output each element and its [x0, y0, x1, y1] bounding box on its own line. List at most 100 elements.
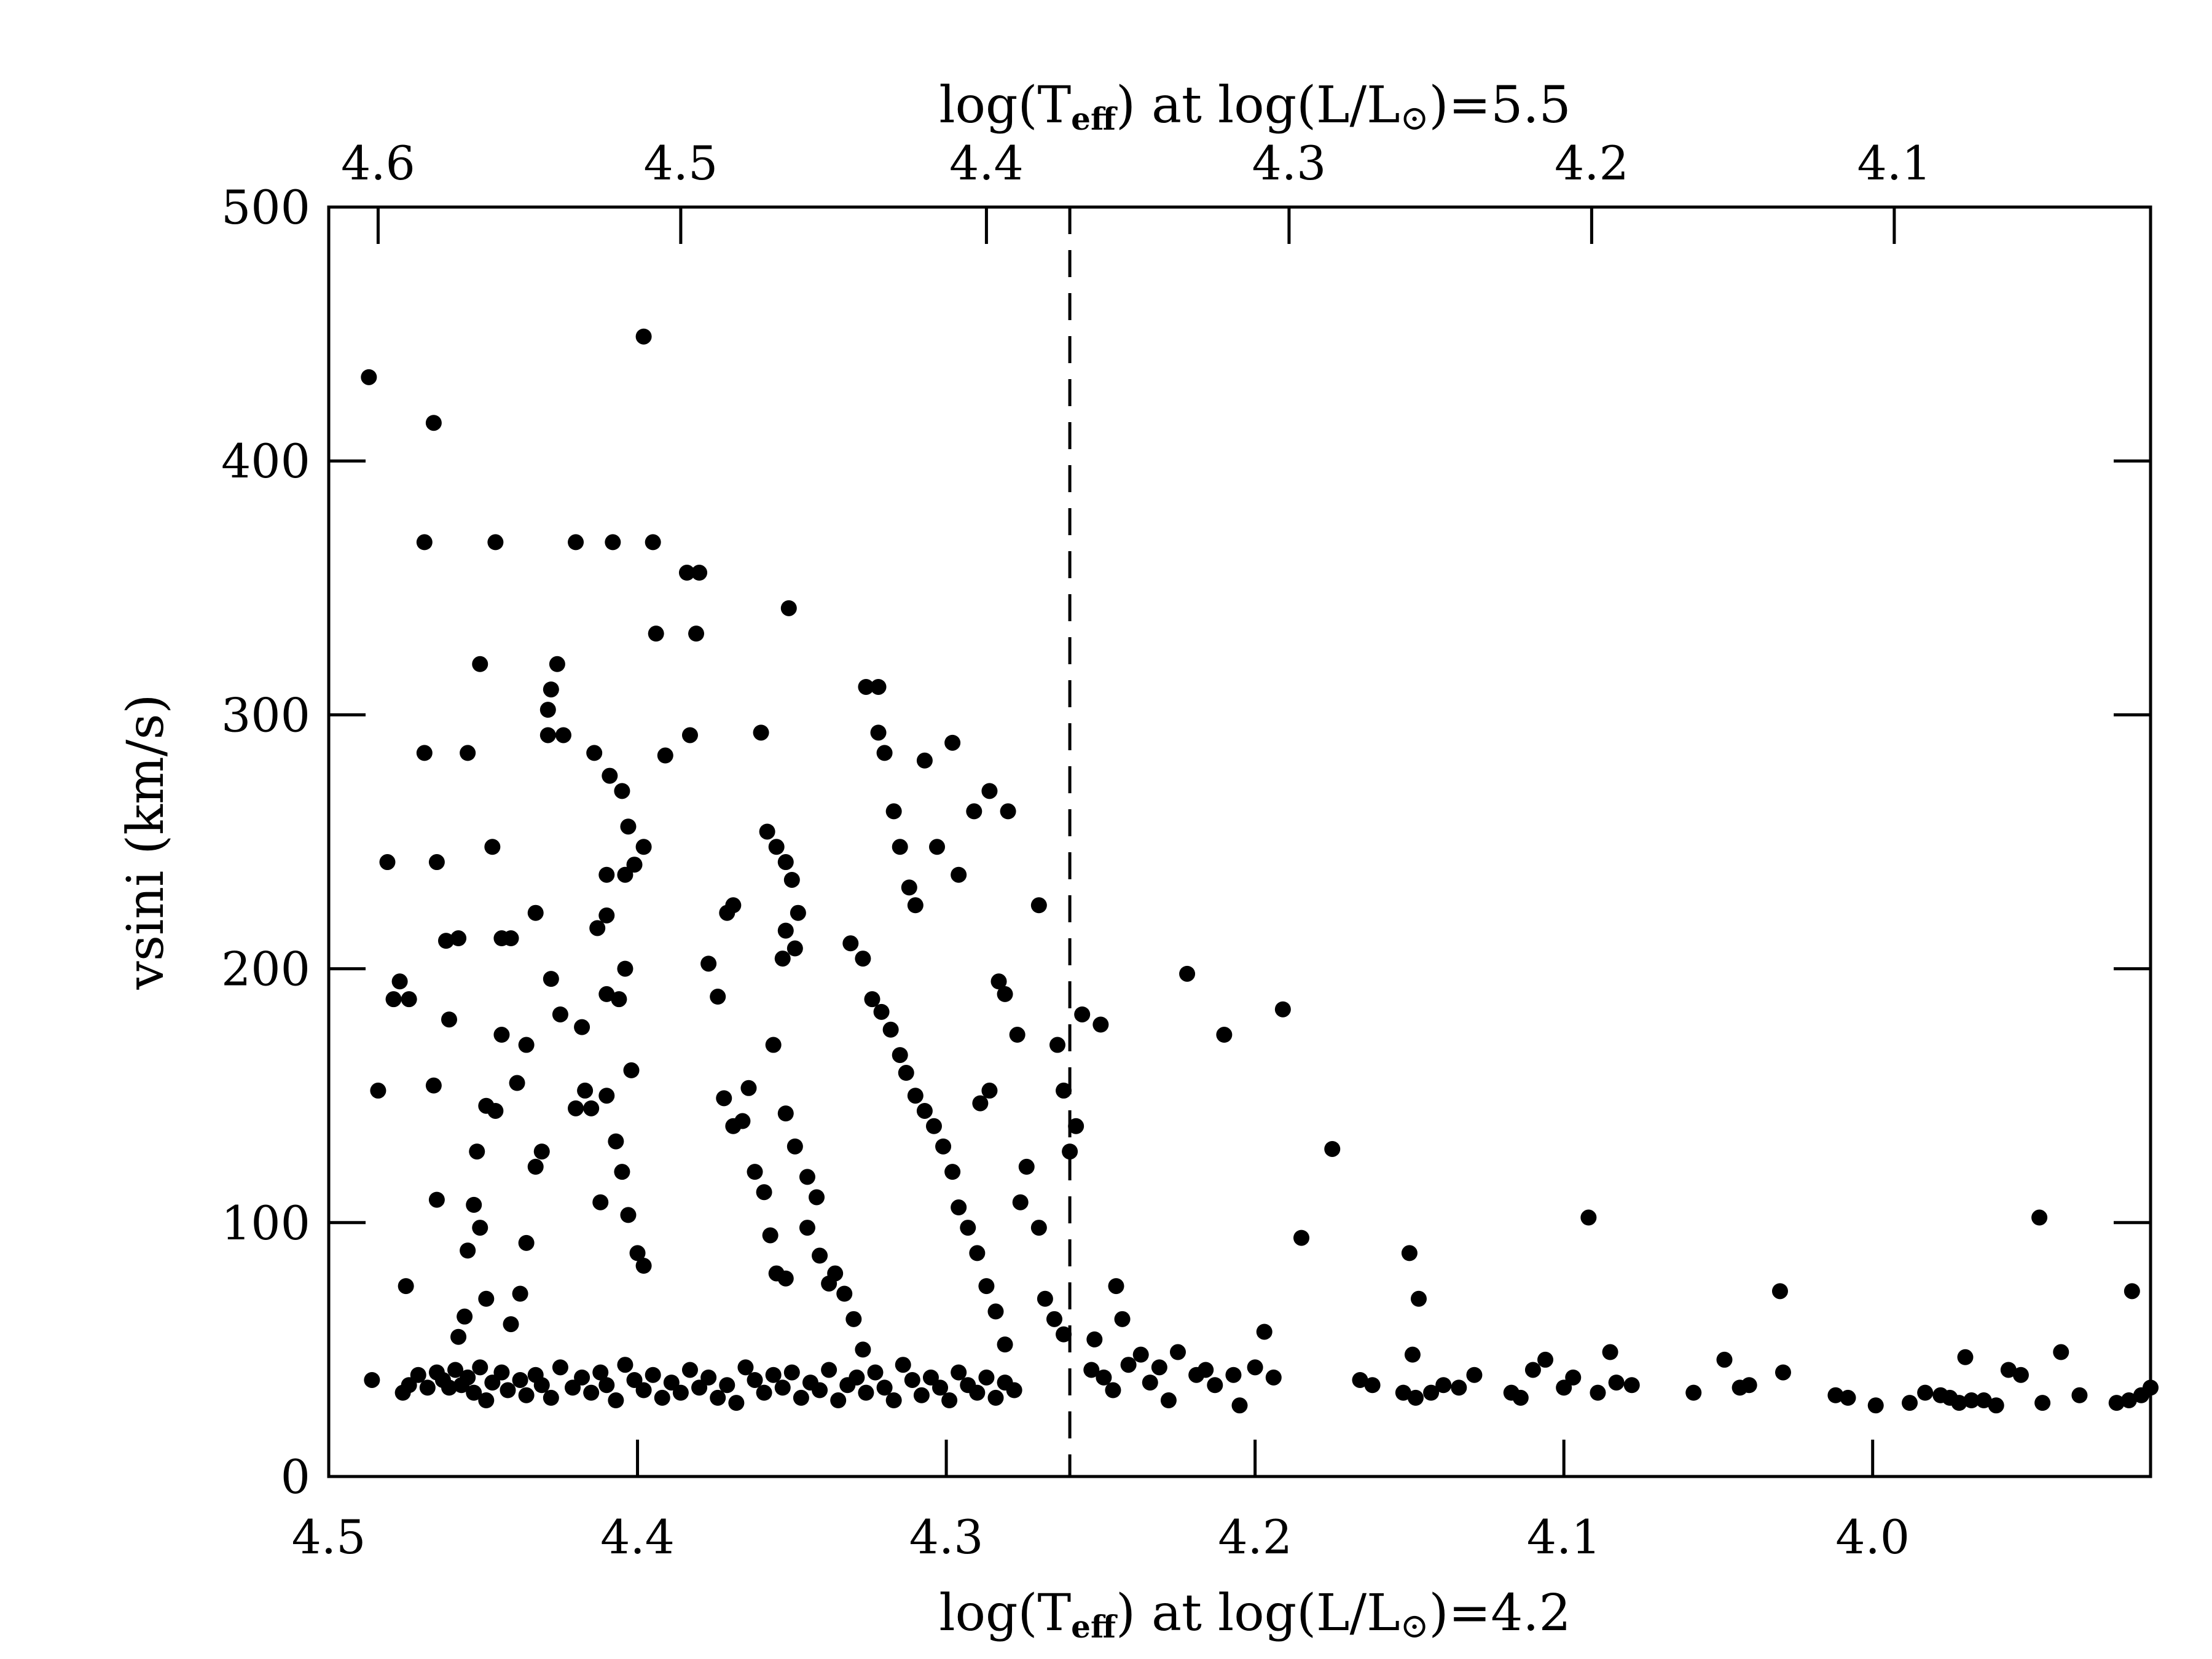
data-point: [1423, 1384, 1440, 1401]
data-point: [437, 933, 454, 949]
data-point: [527, 904, 544, 921]
data-point: [1030, 897, 1047, 914]
data-point: [620, 1207, 637, 1223]
data-point: [768, 839, 785, 855]
data-point: [932, 1379, 949, 1396]
data-point: [681, 1362, 698, 1378]
data-point: [611, 991, 627, 1008]
data-point: [493, 1364, 510, 1381]
data-point: [1000, 803, 1016, 820]
data-point: [416, 534, 433, 551]
data-point: [774, 1379, 791, 1396]
data-point: [1556, 1379, 1572, 1396]
data-point: [549, 656, 565, 672]
data-point: [1108, 1278, 1124, 1295]
data-point: [759, 823, 775, 840]
data-point: [1018, 1158, 1035, 1175]
data-point: [740, 1080, 757, 1096]
y-tick-label: 200: [221, 942, 310, 997]
data-point: [830, 1392, 847, 1409]
data-point: [1105, 1382, 1121, 1398]
x-tick-label: 4.0: [1835, 1510, 1910, 1564]
data-point: [447, 1362, 464, 1378]
data-point: [916, 752, 933, 769]
data-point: [1324, 1140, 1341, 1157]
data-point: [951, 1364, 967, 1381]
data-point: [592, 1364, 609, 1381]
data-point: [786, 940, 803, 957]
data-point: [1975, 1392, 1992, 1409]
data-point: [620, 818, 637, 835]
top-tick-label: 4.3: [1252, 136, 1326, 190]
data-point: [401, 1377, 417, 1394]
data-point: [786, 1138, 803, 1155]
data-point: [460, 1369, 476, 1386]
data-point: [1404, 1346, 1421, 1363]
data-point: [960, 1220, 976, 1236]
y-tick-label: 100: [221, 1196, 310, 1250]
data-point: [691, 1379, 708, 1396]
data-point: [364, 1371, 380, 1388]
y-axis-title: vsini (km/s): [117, 694, 175, 990]
data-point: [2124, 1283, 2140, 1300]
data-point: [645, 1367, 661, 1383]
data-point: [916, 1102, 933, 1119]
data-point: [533, 1377, 550, 1394]
data-point: [1012, 1194, 1029, 1210]
x-axis-title-sun-symbol: ⊙: [1400, 1606, 1429, 1646]
data-point: [799, 1220, 815, 1236]
data-point: [1395, 1384, 1411, 1401]
data-point: [799, 1169, 815, 1185]
data-point: [598, 907, 615, 924]
data-point: [605, 534, 621, 551]
data-point: [1466, 1367, 1483, 1383]
data-point: [487, 534, 504, 551]
data-point: [379, 854, 396, 871]
data-point: [441, 1379, 457, 1396]
data-point: [710, 989, 726, 1005]
data-point: [783, 1364, 800, 1381]
data-point: [783, 871, 800, 888]
data-point: [855, 951, 871, 967]
data-point: [681, 727, 698, 743]
data-point: [2071, 1387, 2088, 1403]
data-point: [472, 656, 488, 672]
data-point: [1685, 1384, 1702, 1401]
data-point: [1216, 1027, 1233, 1043]
data-point: [512, 1285, 528, 1302]
data-point: [552, 1006, 568, 1022]
data-point: [598, 866, 615, 883]
data-point: [747, 1371, 763, 1388]
data-point: [700, 1369, 717, 1386]
data-point: [568, 534, 584, 551]
data-point: [1524, 1362, 1541, 1378]
data-point: [774, 951, 791, 967]
data-point: [450, 930, 467, 947]
data-point: [518, 1387, 535, 1403]
data-point: [812, 1382, 828, 1398]
data-point: [1580, 1209, 1597, 1226]
data-point: [901, 879, 917, 896]
data-point: [428, 1191, 445, 1208]
data-point: [391, 973, 408, 990]
data-point: [592, 1194, 609, 1210]
x-tick-label: 4.2: [1218, 1510, 1292, 1564]
data-point: [898, 1065, 914, 1081]
data-point: [777, 854, 794, 871]
data-point: [1741, 1377, 1757, 1394]
x-axis-title-suffix: )=4.2: [1429, 1584, 1571, 1642]
data-point: [2031, 1209, 2048, 1226]
data-point: [1086, 1331, 1103, 1347]
data-point: [614, 783, 630, 799]
data-point: [858, 678, 874, 695]
data-point: [892, 1047, 908, 1064]
data-point: [1537, 1351, 1554, 1368]
data-point: [617, 1357, 633, 1373]
data-point: [737, 1359, 754, 1376]
data-point: [762, 1227, 779, 1244]
data-point: [972, 1095, 989, 1112]
data-point: [978, 1278, 995, 1295]
data-point: [1827, 1387, 1844, 1403]
data-point: [793, 1389, 809, 1406]
